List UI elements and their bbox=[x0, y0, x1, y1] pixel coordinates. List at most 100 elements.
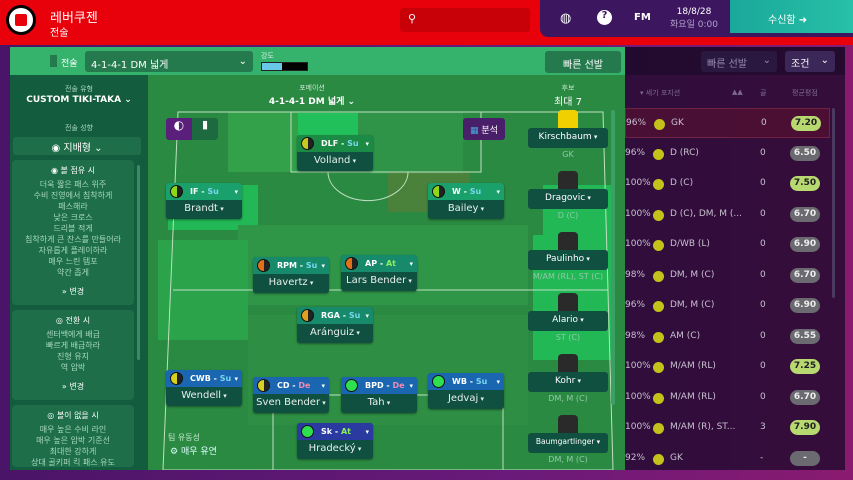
player-name[interactable]: Aránguiz ▾ bbox=[297, 324, 373, 338]
world-icon[interactable]: ◍ bbox=[560, 11, 572, 26]
role-header[interactable]: IF - Su ▾ bbox=[166, 183, 242, 200]
list-row[interactable]: 98% AM (C) 0 6.55 bbox=[625, 322, 830, 352]
col-goals[interactable]: 골 bbox=[760, 89, 767, 97]
role-header[interactable]: AP - At ▾ bbox=[341, 255, 417, 272]
list-row[interactable]: 96% DM, M (C) 0 6.90 bbox=[625, 291, 830, 321]
player-card[interactable]: WB - Su ▾ Jedvaj ▾ bbox=[428, 373, 504, 409]
club-logo[interactable] bbox=[6, 5, 36, 35]
role-header[interactable]: CWB - Su ▾ bbox=[166, 370, 242, 387]
style-dropdown[interactable]: CUSTOM TIKI-TAKA ⌄ bbox=[26, 95, 132, 105]
role-header[interactable]: Sk - At ▾ bbox=[297, 423, 373, 440]
player-card[interactable]: IF - Su ▾ Brandt ▾ bbox=[166, 183, 242, 219]
sub-player[interactable]: Paulinho ▾ M/AM (RL), ST (C) bbox=[528, 232, 608, 281]
fitness-percent: 92% bbox=[625, 452, 646, 463]
list-row[interactable]: 100% M/AM (RL) 0 6.70 bbox=[625, 383, 830, 413]
sub-player[interactable]: Kohr ▾ DM, M (C) bbox=[528, 354, 608, 403]
sub-player[interactable]: Baumgartlinger ▾ DM, M (C) bbox=[528, 415, 608, 464]
sub-name: Kirschbaum bbox=[538, 132, 592, 142]
list-row[interactable]: 100% M/AM (R), ST... 3 7.90 bbox=[625, 413, 830, 443]
chevron-down-icon: ▾ bbox=[575, 377, 582, 385]
formation-dropdown[interactable]: 4-1-4-1 DM 넓게 ⌄ bbox=[268, 97, 356, 107]
search-input[interactable]: ⚲ bbox=[400, 8, 530, 32]
sub-player[interactable]: Alario ▾ ST (C) bbox=[528, 293, 608, 342]
role-header[interactable]: DLF - Su ▾ bbox=[297, 135, 373, 152]
player-name[interactable]: Jedvaj ▾ bbox=[428, 390, 504, 404]
player-card[interactable]: AP - At ▾ Lars Bender ▾ bbox=[341, 255, 417, 291]
list-row[interactable]: 96% D (RC) 0 6.50 bbox=[625, 139, 830, 169]
player-name[interactable]: Havertz ▾ bbox=[253, 274, 329, 288]
player-name[interactable]: Hradecký ▾ bbox=[297, 440, 373, 454]
player-card[interactable]: CD - De ▾ Sven Bender ▾ bbox=[253, 377, 329, 413]
tactic-dropdown[interactable]: 4-1-4-1 DM 넓게 ⌄ bbox=[85, 51, 253, 72]
mentality-dropdown[interactable]: ◉ 지배형 ⌄ bbox=[13, 137, 141, 155]
role-header[interactable]: RPM - Su ▾ bbox=[253, 257, 329, 274]
goals: 0 bbox=[760, 361, 766, 371]
sub-name-dropdown[interactable]: Dragovic ▾ bbox=[528, 189, 608, 209]
list-scrollbar[interactable] bbox=[832, 108, 835, 298]
quick-pick-button[interactable]: 빠른 선발 bbox=[545, 51, 621, 73]
sub-player[interactable]: Kirschbaum ▾ GK bbox=[528, 110, 608, 159]
analysis-button[interactable]: ▦ 분석 bbox=[463, 118, 505, 140]
bar-chart-icon[interactable]: ▮ bbox=[192, 118, 218, 140]
goals: 0 bbox=[761, 118, 767, 128]
role-header[interactable]: RGA - Su ▾ bbox=[297, 307, 373, 324]
player-card[interactable]: RGA - Su ▾ Aránguiz ▾ bbox=[297, 307, 373, 343]
player-name[interactable]: Wendell ▾ bbox=[166, 387, 242, 401]
sub-name-dropdown[interactable]: Kohr ▾ bbox=[528, 372, 608, 392]
sub-name-dropdown[interactable]: Kirschbaum ▾ bbox=[528, 128, 608, 148]
list-row[interactable]: 98% DM, M (C) 0 6.70 bbox=[625, 261, 830, 291]
status-icon bbox=[653, 392, 664, 404]
role-header[interactable]: WB - Su ▾ bbox=[428, 373, 504, 390]
role-header[interactable]: CD - De ▾ bbox=[253, 377, 329, 394]
subs-scrollbar[interactable] bbox=[611, 110, 615, 405]
player-card[interactable]: CWB - Su ▾ Wendell ▾ bbox=[166, 370, 242, 406]
out-possession-box[interactable]: ◎ 볼이 없을 시 매우 높은 수비 라인 매우 높은 압박 기준선 최대한 강하게… bbox=[12, 405, 134, 467]
player-card[interactable]: RPM - Su ▾ Havertz ▾ bbox=[253, 257, 329, 293]
mentality-view-icon[interactable]: ◐ bbox=[166, 118, 192, 140]
list-row[interactable]: 92% GK - - bbox=[625, 444, 830, 474]
list-row[interactable]: 100% D/WB (L) 0 6.90 bbox=[625, 230, 830, 260]
intensity-bar[interactable] bbox=[261, 62, 308, 71]
chevron-down-icon: ▾ bbox=[350, 157, 357, 165]
sub-name-dropdown[interactable]: Alario ▾ bbox=[528, 311, 608, 331]
list-quick-pick[interactable]: 빠른 선발 ⌄ bbox=[701, 51, 777, 72]
in-possession-box[interactable]: ◉ 볼 점유 시 더욱 짧은 패스 위주 수비 진영에서 침착하게 패스해라 낮은 크… bbox=[12, 160, 134, 305]
list-row[interactable]: 100% D (C) 0 7.50 bbox=[625, 169, 830, 199]
role-header[interactable]: W - Su ▾ bbox=[428, 183, 504, 200]
role-duty: De bbox=[392, 381, 405, 390]
player-name[interactable]: Bailey ▾ bbox=[428, 200, 504, 214]
inbox-button[interactable]: 수신함 ➜ bbox=[768, 11, 807, 26]
player-name[interactable]: Brandt ▾ bbox=[166, 200, 242, 214]
player-name[interactable]: Volland ▾ bbox=[297, 152, 373, 166]
in-possession-change[interactable]: » 변경 bbox=[61, 287, 85, 296]
list-row[interactable]: 96% GK 0 7.20 bbox=[625, 108, 830, 138]
transition-box[interactable]: ◎ 전환 시 센터백에게 배급 빠르게 배급하라 진형 유지 역 압박 » 변경 bbox=[12, 310, 134, 400]
player-name[interactable]: Sven Bender ▾ bbox=[253, 394, 329, 408]
player-card[interactable]: DLF - Su ▾ Volland ▾ bbox=[297, 135, 373, 171]
list-row[interactable]: 100% M/AM (RL) 0 7.25 bbox=[625, 352, 830, 382]
col-position[interactable]: ▾ 세기 포지션 bbox=[640, 89, 681, 97]
left-scrollbar[interactable] bbox=[137, 165, 140, 360]
fm-button[interactable]: FM bbox=[634, 12, 651, 23]
col-rating[interactable]: 평균평점 bbox=[792, 89, 818, 97]
fitness-percent: 96% bbox=[625, 300, 646, 310]
transition-change[interactable]: » 변경 bbox=[61, 382, 85, 391]
help-icon[interactable]: ? bbox=[597, 10, 612, 25]
sub-player[interactable]: Dragovic ▾ D (C) bbox=[528, 171, 608, 220]
game-date[interactable]: 18/8/28 화요일 0:00 bbox=[668, 7, 720, 30]
player-card[interactable]: Sk - At ▾ Hradecký ▾ bbox=[297, 423, 373, 459]
list-row[interactable]: 100% D (C), DM, M (... 0 6.70 bbox=[625, 200, 830, 230]
sub-name-dropdown[interactable]: Paulinho ▾ bbox=[528, 250, 608, 270]
player-name[interactable]: Lars Bender ▾ bbox=[341, 272, 417, 286]
role-header[interactable]: BPD - De ▾ bbox=[341, 377, 417, 394]
instruction-item: 매우 느린 템포 bbox=[48, 257, 98, 266]
out-possession-title: ◎ 볼이 없을 시 bbox=[47, 411, 99, 420]
instruction-item: 자유롭게 플레이하라 bbox=[38, 246, 108, 255]
sub-name-dropdown[interactable]: Baumgartlinger ▾ bbox=[528, 433, 608, 453]
filter-dropdown[interactable]: 조건 ⌄ bbox=[785, 51, 835, 72]
player-card[interactable]: BPD - De ▾ Tah ▾ bbox=[341, 377, 417, 413]
col-stars[interactable]: ▲▲ bbox=[732, 88, 743, 96]
goals: 0 bbox=[760, 391, 766, 402]
player-card[interactable]: W - Su ▾ Bailey ▾ bbox=[428, 183, 504, 219]
player-name[interactable]: Tah ▾ bbox=[341, 394, 417, 408]
